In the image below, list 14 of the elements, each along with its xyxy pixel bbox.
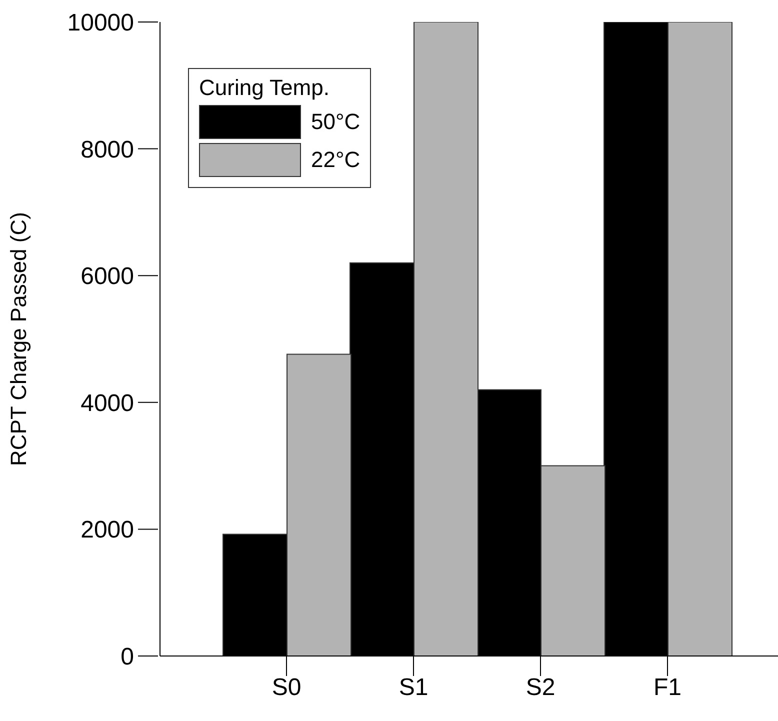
x-tick-label: F1 — [653, 674, 682, 702]
y-tick-label: 0 — [120, 644, 134, 671]
x-tick-label: S2 — [526, 674, 556, 702]
y-tick-label: 8000 — [80, 136, 134, 164]
legend-label: 50°C — [311, 109, 360, 135]
y-tick-label: 10000 — [67, 10, 134, 37]
y-tick-label: 6000 — [80, 263, 134, 290]
y-tick-label: 2000 — [80, 516, 134, 544]
legend-title: Curing Temp. — [199, 75, 330, 101]
y-tick-label: 4000 — [80, 390, 134, 417]
legend-label: 22°C — [311, 147, 360, 173]
y-axis-title: RCPT Charge Passed (C) — [6, 212, 31, 466]
x-tick-label: S1 — [398, 674, 428, 702]
x-tick-label: S0 — [272, 674, 302, 702]
